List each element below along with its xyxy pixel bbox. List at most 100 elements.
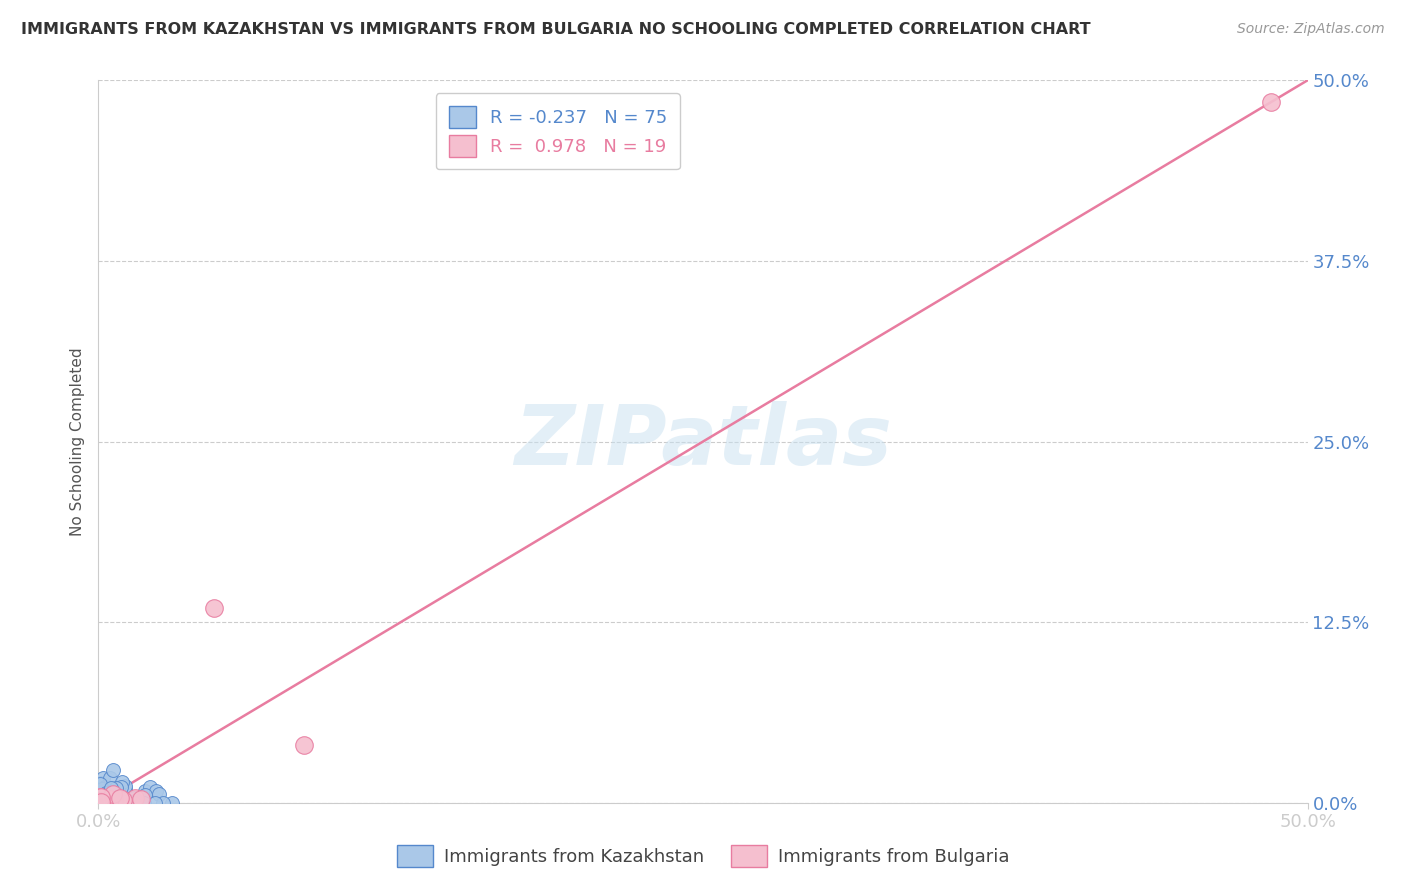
Point xyxy=(134,788,156,802)
Point xyxy=(87,792,110,806)
Point xyxy=(145,784,167,798)
Point xyxy=(100,788,122,802)
Point xyxy=(118,791,141,805)
Point xyxy=(100,781,122,796)
Point xyxy=(96,794,118,808)
Point xyxy=(98,795,121,809)
Point xyxy=(96,786,118,800)
Point xyxy=(87,793,110,807)
Text: ZIPatlas: ZIPatlas xyxy=(515,401,891,482)
Point xyxy=(89,789,111,803)
Point xyxy=(112,793,135,807)
Point xyxy=(89,776,111,790)
Point xyxy=(104,781,127,796)
Point xyxy=(89,790,111,805)
Point xyxy=(204,600,226,615)
Point xyxy=(117,795,139,809)
Point xyxy=(103,794,125,808)
Point xyxy=(91,781,114,796)
Point xyxy=(91,771,114,785)
Point xyxy=(90,790,112,805)
Point xyxy=(124,791,146,805)
Point xyxy=(162,796,184,810)
Point xyxy=(98,795,121,809)
Point xyxy=(1260,95,1282,109)
Point xyxy=(94,791,117,805)
Point xyxy=(89,776,111,790)
Point xyxy=(114,795,136,809)
Point xyxy=(101,790,124,805)
Point xyxy=(93,780,115,794)
Point xyxy=(87,795,110,809)
Point xyxy=(139,780,162,794)
Text: IMMIGRANTS FROM KAZAKHSTAN VS IMMIGRANTS FROM BULGARIA NO SCHOOLING COMPLETED CO: IMMIGRANTS FROM KAZAKHSTAN VS IMMIGRANTS… xyxy=(21,22,1091,37)
Point xyxy=(104,788,127,802)
Point xyxy=(98,792,121,806)
Point xyxy=(111,794,134,808)
Point xyxy=(108,790,131,805)
Point xyxy=(89,794,111,808)
Point xyxy=(114,781,136,796)
Point xyxy=(98,791,121,805)
Point xyxy=(97,788,120,802)
Point xyxy=(105,790,128,805)
Point xyxy=(91,783,114,797)
Point xyxy=(94,785,117,799)
Point xyxy=(100,795,122,809)
Point xyxy=(94,789,117,803)
Point xyxy=(93,784,115,798)
Point xyxy=(90,795,112,809)
Point xyxy=(98,794,121,808)
Point xyxy=(97,782,120,797)
Point xyxy=(94,786,117,800)
Point xyxy=(122,796,145,810)
Point xyxy=(101,781,124,796)
Point xyxy=(100,795,122,809)
Point xyxy=(89,789,111,804)
Point xyxy=(111,775,134,789)
Point xyxy=(96,790,118,805)
Point xyxy=(122,791,145,805)
Point xyxy=(115,796,138,810)
Point xyxy=(103,787,125,801)
Point xyxy=(98,771,121,785)
Point xyxy=(100,780,122,795)
Y-axis label: No Schooling Completed: No Schooling Completed xyxy=(69,347,84,536)
Point xyxy=(103,794,125,808)
Point xyxy=(108,794,131,808)
Point xyxy=(110,791,132,805)
Point xyxy=(96,782,118,797)
Point xyxy=(107,782,129,797)
Point xyxy=(108,791,131,805)
Point xyxy=(97,792,120,806)
Point xyxy=(101,794,124,808)
Point xyxy=(114,780,136,794)
Legend: R = -0.237   N = 75, R =  0.978   N = 19: R = -0.237 N = 75, R = 0.978 N = 19 xyxy=(436,93,681,169)
Point xyxy=(98,794,121,808)
Point xyxy=(103,792,125,806)
Point xyxy=(101,764,124,778)
Point xyxy=(111,793,134,807)
Point xyxy=(89,793,111,807)
Point xyxy=(101,791,124,805)
Legend: Immigrants from Kazakhstan, Immigrants from Bulgaria: Immigrants from Kazakhstan, Immigrants f… xyxy=(389,838,1017,874)
Point xyxy=(93,782,115,797)
Point xyxy=(110,780,132,794)
Point xyxy=(148,788,170,802)
Point xyxy=(134,796,156,810)
Point xyxy=(89,795,111,809)
Point xyxy=(90,796,112,810)
Point xyxy=(98,789,121,803)
Point xyxy=(124,794,146,808)
Point xyxy=(134,783,156,797)
Point xyxy=(90,795,112,809)
Point xyxy=(93,788,115,802)
Point xyxy=(143,796,166,810)
Point xyxy=(110,789,132,804)
Point xyxy=(93,794,115,808)
Text: Source: ZipAtlas.com: Source: ZipAtlas.com xyxy=(1237,22,1385,37)
Point xyxy=(292,738,315,752)
Point xyxy=(129,791,152,805)
Point xyxy=(152,796,174,810)
Point xyxy=(90,794,112,808)
